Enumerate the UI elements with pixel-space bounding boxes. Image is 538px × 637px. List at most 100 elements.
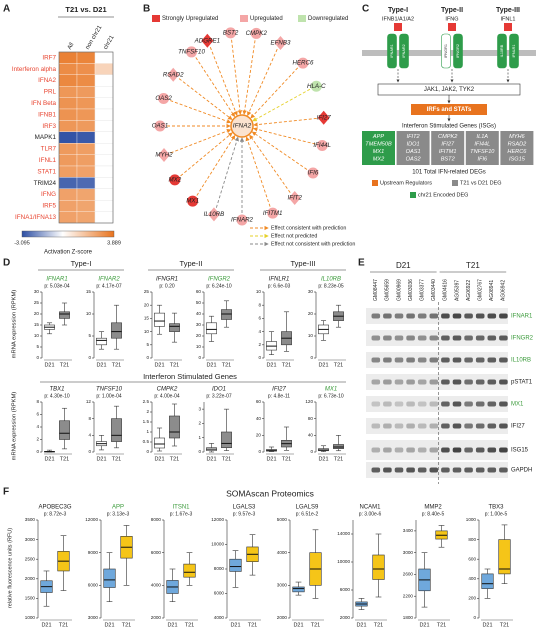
column-label: chr21: [103, 34, 116, 51]
blot-band: [417, 379, 427, 385]
x-tick-label: D21: [266, 456, 276, 462]
y-tick-label: 6000: [214, 591, 225, 596]
receptor: [441, 33, 451, 69]
y-tick-label: 10000: [337, 559, 350, 564]
sample-label: GM03440: [431, 279, 437, 301]
y-tick-label: 6: [36, 412, 39, 417]
node: [274, 36, 287, 51]
node-label: IFITM1: [263, 210, 283, 217]
legend-swatch: [452, 180, 458, 186]
total-label: 101 Total IFN-related DEGs: [412, 170, 486, 176]
blot-band: [452, 467, 462, 473]
blot-band: [464, 467, 473, 473]
ligand: [448, 23, 456, 31]
node-label: MX2: [168, 177, 181, 184]
y-tick-label: 40: [308, 433, 314, 438]
y-tick-label: 12000: [85, 517, 98, 522]
node-label: TNFSF10: [178, 49, 205, 56]
edge: [249, 134, 291, 193]
blot-label: ISG15: [511, 448, 529, 454]
blot-band: [417, 423, 427, 429]
y-tick-label: 1500: [25, 596, 36, 601]
node: [316, 140, 328, 152]
blot-band: [452, 357, 462, 363]
x-tick-label: D21: [154, 456, 164, 462]
y-tick-label: 20: [144, 302, 150, 307]
y-tick-label: 1: [146, 429, 149, 434]
box: [183, 563, 196, 578]
row-label: Interferon alpha: [12, 66, 57, 73]
heat-cell-empty: [94, 120, 114, 132]
chart-title: APP: [112, 505, 124, 511]
p-value: p: 6.51e-2: [296, 511, 319, 517]
x-tick-label: T21: [112, 456, 121, 462]
blot-band: [383, 423, 392, 429]
y-tick-label: 20: [256, 433, 262, 438]
node-label: HERC6: [292, 60, 314, 67]
blot-band: [371, 401, 381, 407]
gene-label: APP: [372, 134, 384, 140]
receptor-label: IFNAR1: [390, 44, 394, 58]
y-tick-label: 8: [36, 399, 39, 404]
y-tick-label: 5: [36, 344, 39, 349]
heat-cell: [76, 97, 96, 110]
colorbar: [21, 230, 115, 238]
x-tick-label: D21: [96, 456, 106, 462]
blot-band: [406, 379, 415, 385]
blot-band: [499, 379, 508, 385]
ligand: [504, 23, 512, 31]
blot-band: [475, 447, 485, 453]
blot-band: [406, 335, 415, 341]
edge: [250, 67, 299, 119]
p-value: p: 4.00e-04: [154, 393, 180, 399]
sample-label: AG06922: [466, 280, 472, 301]
panel-letter: F: [3, 487, 9, 498]
node-label: BST2: [223, 30, 239, 37]
y-tick-label: 0: [473, 615, 476, 620]
node: [288, 191, 301, 206]
heat-cell: [58, 74, 78, 87]
node: [236, 214, 248, 226]
x-tick-label: D21: [96, 362, 106, 368]
y-tick-label: 0: [88, 355, 91, 360]
edge: [180, 132, 233, 177]
panel-letter: D: [3, 258, 10, 269]
blot-band: [429, 423, 439, 429]
y-tick-label: 8: [258, 302, 261, 307]
blot-band: [499, 401, 508, 407]
blot-band: [406, 423, 415, 429]
x-tick-label: T21: [112, 362, 121, 368]
blot-band: [441, 379, 450, 385]
ligand: [394, 23, 402, 31]
blot-band: [452, 401, 462, 407]
gene-label: HERC6: [507, 149, 527, 155]
legend-label: Effect consistent with prediction: [271, 225, 346, 231]
y-tick-label: 2: [258, 342, 261, 347]
blot-strip: [366, 418, 508, 434]
heat-cell: [76, 74, 96, 87]
box: [221, 431, 232, 449]
heat-cell: [58, 165, 78, 178]
y-tick-label: 2500: [25, 556, 36, 561]
heat-cell: [58, 177, 78, 189]
row-label: IFN Beta: [31, 100, 56, 107]
y-tick-label: 12: [86, 399, 92, 404]
legend-label: Strongly Upregulated: [162, 16, 218, 22]
edge: [231, 39, 243, 115]
x-tick-label: T21: [222, 456, 231, 462]
y-tick-label: 30: [34, 289, 40, 294]
y-tick-label: 0: [198, 355, 201, 360]
y-tick-label: 3000: [277, 583, 288, 588]
sample-label: AG05397: [454, 280, 460, 301]
x-tick-label: D21: [41, 622, 51, 628]
colorbar-label: Activation Z-score: [44, 250, 93, 256]
receptor: [509, 33, 519, 69]
blot-band: [441, 447, 450, 453]
p-value: p: 5.03e-04: [44, 283, 70, 289]
blot-band: [487, 357, 497, 363]
p-value: p: 4.30e-10: [44, 393, 70, 399]
receptor-label: IFNGR2: [456, 44, 460, 58]
y-tick-label: 2600: [403, 572, 414, 577]
chart-title: TBX1: [49, 387, 64, 393]
y-tick-label: 1800: [403, 615, 414, 620]
